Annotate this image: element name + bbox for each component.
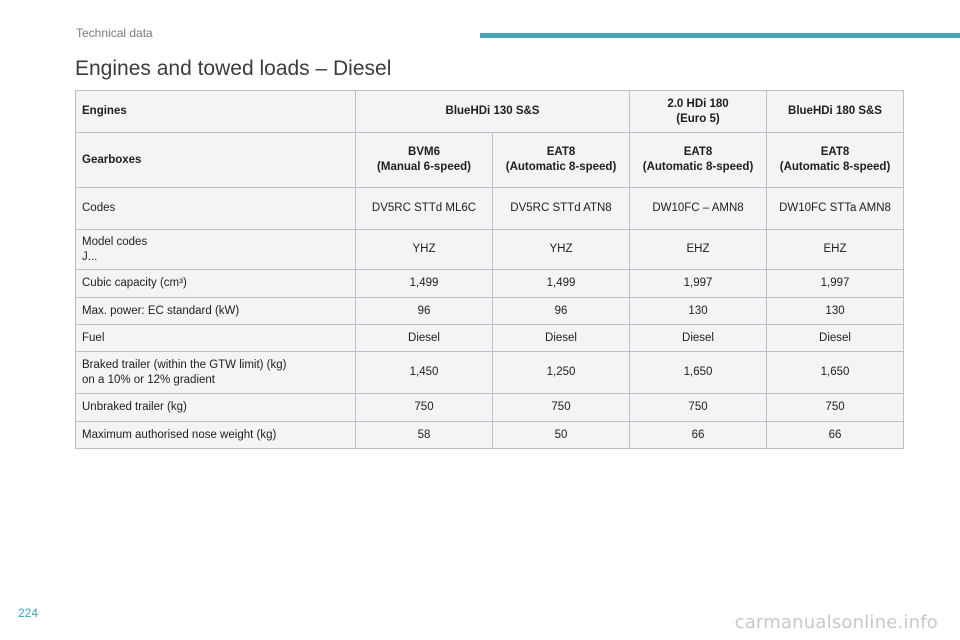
table-row: Max. power: EC standard (kW) 96 96 130 1…	[75, 297, 905, 325]
gearbox-cell: BVM6 (Manual 6-speed)	[355, 132, 493, 188]
table-cell: 1,997	[766, 269, 905, 298]
table-cell: DW10FC – AMN8	[629, 187, 768, 230]
table-row: Fuel Diesel Diesel Diesel Diesel	[75, 324, 905, 352]
table-cell: 130	[629, 297, 768, 325]
table-row: Unbraked trailer (kg) 750 750 750 750	[75, 393, 905, 422]
table-cell: 1,650	[766, 351, 905, 394]
table-cell: 750	[766, 393, 905, 422]
table-cell: 66	[629, 421, 768, 449]
gearbox-cell: EAT8 (Automatic 8-speed)	[766, 132, 905, 188]
table-row: Codes DV5RC STTd ML6C DV5RC STTd ATN8 DW…	[75, 187, 905, 230]
table-cell: Diesel	[491, 324, 631, 352]
row-label: Model codes J...	[75, 229, 356, 270]
table-row: Cubic capacity (cm³) 1,499 1,499 1,997 1…	[75, 269, 905, 298]
table-cell: 1,499	[491, 269, 631, 298]
table-cell: 96	[355, 297, 493, 325]
table-cell: 50	[491, 421, 631, 449]
row-label: Fuel	[75, 324, 356, 352]
table-cell: Diesel	[766, 324, 905, 352]
engines-table: Engines BlueHDi 130 S&S 2.0 HDi 180 (Eur…	[75, 90, 905, 449]
table-cell: EHZ	[766, 229, 905, 270]
table-cell: 58	[355, 421, 493, 449]
gearbox-cell: EAT8 (Automatic 8-speed)	[629, 132, 768, 188]
row-label: Braked trailer (within the GTW limit) (k…	[75, 351, 356, 394]
table-cell: 750	[355, 393, 493, 422]
table-header-row-engines: Engines BlueHDi 130 S&S 2.0 HDi 180 (Eur…	[75, 90, 905, 133]
page-title: Engines and towed loads – Diesel	[75, 57, 392, 80]
row-label: Max. power: EC standard (kW)	[75, 297, 356, 325]
table-cell: Diesel	[629, 324, 768, 352]
table-row: Maximum authorised nose weight (kg) 58 5…	[75, 421, 905, 449]
row-label-gearboxes: Gearboxes	[75, 132, 356, 188]
table-cell: Diesel	[355, 324, 493, 352]
table-cell: DW10FC STTa AMN8	[766, 187, 905, 230]
page-number: 224	[18, 606, 39, 620]
row-label: Codes	[75, 187, 356, 230]
table-cell: EHZ	[629, 229, 768, 270]
table-cell: DV5RC STTd ATN8	[491, 187, 631, 230]
watermark: carmanualsonline.info	[734, 612, 938, 633]
row-label: Cubic capacity (cm³)	[75, 269, 356, 298]
gearbox-cell: EAT8 (Automatic 8-speed)	[491, 132, 631, 188]
table-cell: 96	[491, 297, 631, 325]
table-cell: DV5RC STTd ML6C	[355, 187, 493, 230]
table-cell: 750	[629, 393, 768, 422]
table-row: Braked trailer (within the GTW limit) (k…	[75, 351, 905, 394]
table-cell: 1,250	[491, 351, 631, 394]
row-label-engines: Engines	[75, 90, 356, 133]
engine-hdi-180: 2.0 HDi 180 (Euro 5)	[629, 90, 768, 133]
table-row: Model codes J... YHZ YHZ EHZ EHZ	[75, 229, 905, 270]
table-cell: 1,997	[629, 269, 768, 298]
row-label: Unbraked trailer (kg)	[75, 393, 356, 422]
header-accent-bar	[480, 33, 960, 38]
table-cell: 750	[491, 393, 631, 422]
table-cell: 1,450	[355, 351, 493, 394]
table-cell: 130	[766, 297, 905, 325]
row-label: Maximum authorised nose weight (kg)	[75, 421, 356, 449]
section-label: Technical data	[76, 26, 153, 40]
engine-bluehdi-180: BlueHDi 180 S&S	[766, 90, 905, 133]
table-cell: 66	[766, 421, 905, 449]
table-cell: YHZ	[491, 229, 631, 270]
table-cell: 1,650	[629, 351, 768, 394]
table-header-row-gearboxes: Gearboxes BVM6 (Manual 6-speed) EAT8 (Au…	[75, 132, 905, 188]
table-cell: 1,499	[355, 269, 493, 298]
table-cell: YHZ	[355, 229, 493, 270]
engine-bluehdi-130: BlueHDi 130 S&S	[354, 90, 631, 133]
